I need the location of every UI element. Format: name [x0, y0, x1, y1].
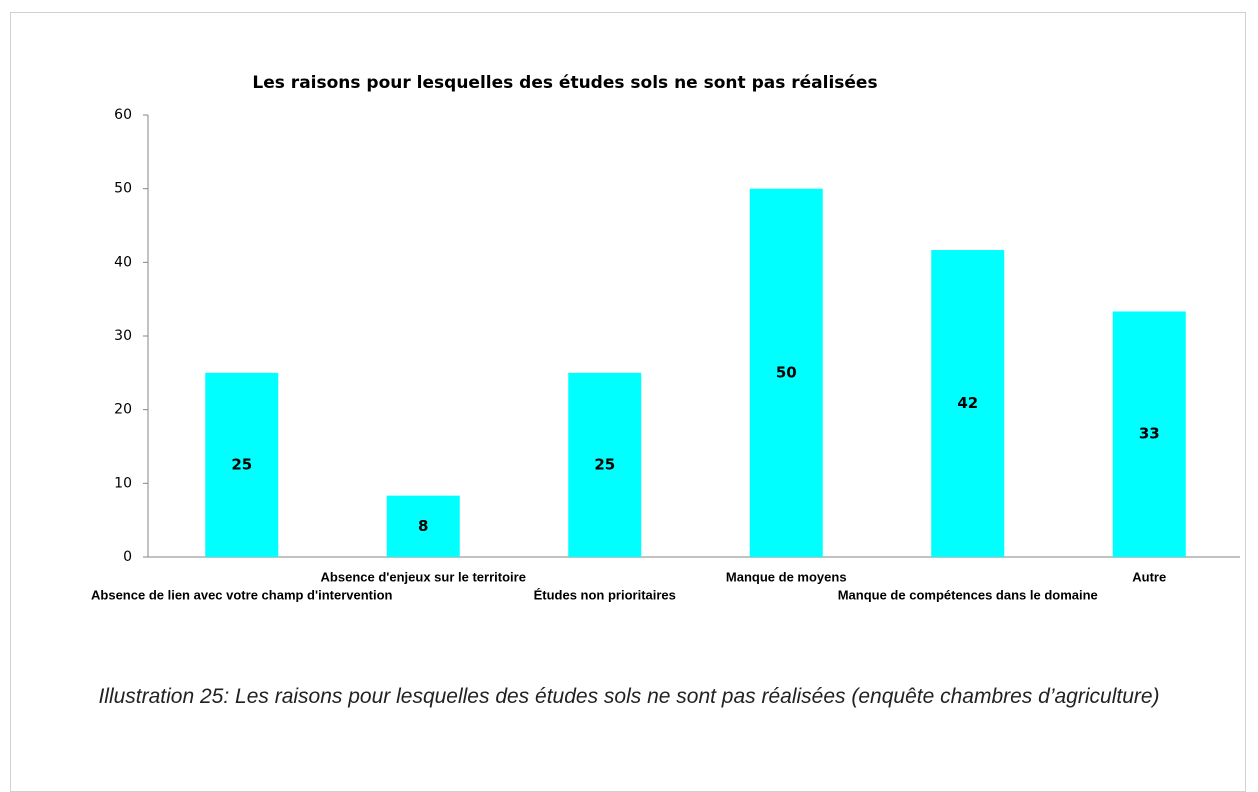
- y-tick-label: 50: [114, 181, 132, 197]
- y-tick-label: 40: [114, 254, 132, 270]
- y-tick-label: 30: [114, 328, 132, 344]
- x-tick-label: Études non prioritaires: [534, 587, 676, 602]
- x-tick-label: Manque de compétences dans le domaine: [838, 587, 1098, 602]
- chart: Les raisons pour lesquelles des études s…: [91, 73, 1240, 602]
- x-tick-label: Absence d'enjeux sur le territoire: [321, 569, 526, 584]
- bar: [1112, 311, 1186, 557]
- bar: [931, 250, 1005, 557]
- bar: [749, 188, 823, 557]
- data-label: 25: [594, 455, 615, 473]
- y-tick-label: 0: [123, 549, 132, 565]
- bar: [568, 372, 642, 557]
- data-label: 8: [418, 517, 428, 535]
- caption: Illustration 25: Les raisons pour lesque…: [98, 685, 1160, 708]
- chart-title: Les raisons pour lesquelles des études s…: [252, 73, 877, 93]
- y-tick-label: 10: [114, 475, 132, 491]
- y-tick-label: 20: [114, 402, 132, 418]
- bar: [386, 495, 460, 557]
- data-label: 33: [1139, 425, 1160, 443]
- x-tick-label: Absence de lien avec votre champ d'inter…: [91, 587, 393, 602]
- bar: [205, 372, 279, 557]
- data-label: 25: [231, 455, 252, 473]
- data-label: 50: [776, 363, 797, 381]
- x-tick-label: Autre: [1132, 569, 1166, 584]
- x-tick-label: Manque de moyens: [726, 569, 847, 584]
- y-tick-label: 60: [114, 107, 132, 123]
- data-label: 42: [957, 394, 978, 412]
